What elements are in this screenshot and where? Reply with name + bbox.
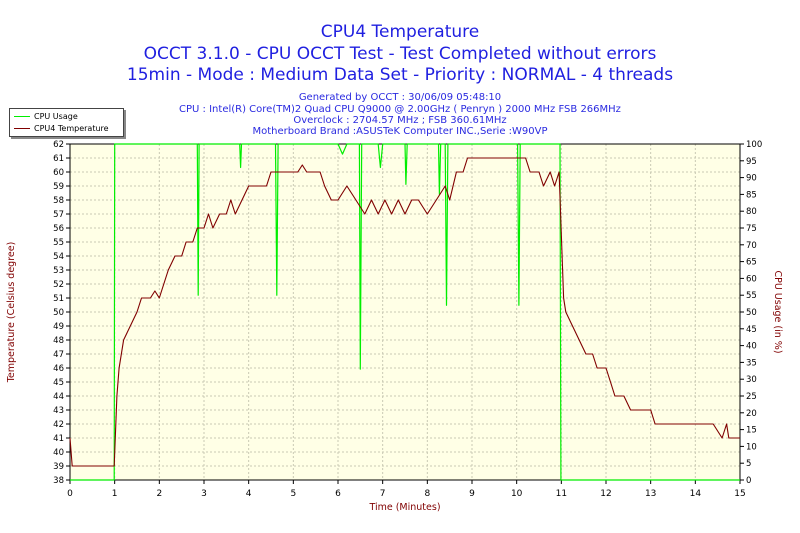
series-line-cpu4-temperature [69,157,740,467]
x-tick-label: 14 [690,489,702,499]
y-tick-label: 41 [53,434,64,444]
y-tick-label: 50 [53,308,64,318]
legend-label-cpu-usage: CPU Usage [34,111,78,121]
y2-tick-label: 45 [746,325,757,335]
y-tick-label: 46 [53,364,64,374]
y2-tick-label: 5 [746,459,751,469]
x-axis-label: Time (Minutes) [368,502,440,513]
y-tick-label: 61 [53,154,64,164]
x-tick-label: 7 [380,489,386,499]
chart-legend: CPU Usage CPU4 Temperature [9,108,124,137]
y2-tick-label: 90 [746,174,757,184]
info-generated: Generated by OCCT : 30/06/09 05:48:10 [298,92,502,103]
y-tick-label: 52 [53,280,64,290]
y-tick-label: 53 [53,266,64,276]
y-tick-label: 58 [53,196,64,206]
info-cpu: CPU : Intel(R) Core(TM)2 Quad CPU Q9000 … [179,104,621,115]
y2-tick-label: 10 [746,442,757,452]
info-motherboard: Motherboard Brand :ASUSTeK Computer INC.… [252,126,548,137]
x-tick-label: 10 [511,489,523,499]
legend-entry-cpu4-temperature: CPU4 Temperature [14,122,109,134]
y-tick-label: 40 [53,448,64,458]
y-tick-label: 57 [53,210,64,220]
legend-label-cpu4-temperature: CPU4 Temperature [34,123,109,133]
y-tick-label: 43 [53,406,64,416]
x-tick-label: 13 [645,489,656,499]
y2-tick-label: 55 [746,291,757,301]
y2-tick-label: 70 [746,241,757,251]
y2-axis-label: CPU Usage (in %) [772,270,783,353]
y2-tick-label: 35 [746,358,757,368]
y2-tick-label: 95 [746,157,757,167]
y2-tick-label: 20 [746,409,757,419]
y-tick-label: 48 [53,336,64,346]
x-tick-label: 9 [469,489,475,499]
y2-tick-label: 30 [746,375,757,385]
y-tick-label: 60 [53,168,64,178]
series-line-cpu-usage [70,143,740,481]
chart-subtitle-mode: 15min - Mode : Medium Data Set - Priorit… [126,65,674,85]
x-tick-label: 2 [156,489,162,499]
chart-title: CPU4 Temperature [320,22,480,42]
x-tick-label: 5 [290,489,296,499]
x-tick-label: 8 [424,489,430,499]
y2-tick-label: 75 [746,224,757,234]
y-tick-label: 44 [53,392,64,402]
y2-tick-label: 50 [746,308,757,318]
y-tick-label: 59 [53,182,64,192]
y-tick-label: 55 [53,238,64,248]
info-overclock: Overclock : 2704.57 MHz ; FSB 360.61MHz [293,115,507,126]
legend-entry-cpu-usage: CPU Usage [14,110,78,122]
y2-tick-label: 100 [746,140,762,150]
legend-swatch-cpu-usage [14,115,30,117]
x-tick-label: 11 [556,489,567,499]
y2-tick-label: 0 [746,476,751,486]
y2-tick-label: 65 [746,258,757,268]
y2-tick-label: 40 [746,342,757,352]
plot-area [70,144,740,480]
legend-swatch-cpu4-temperature [14,127,30,129]
x-tick-label: 3 [201,489,207,499]
chart-subtitle-test: OCCT 3.1.0 - CPU OCCT Test - Test Comple… [143,44,657,64]
y-tick-label: 42 [53,420,64,430]
y2-tick-label: 85 [746,190,757,200]
y-tick-label: 47 [53,350,64,360]
y-tick-label: 62 [53,140,64,150]
y2-tick-label: 15 [746,426,757,436]
x-tick-label: 4 [246,489,252,499]
y2-tick-label: 25 [746,392,757,402]
x-tick-label: 1 [112,489,118,499]
y-tick-label: 38 [53,476,64,486]
x-tick-label: 6 [335,489,341,499]
y-tick-label: 45 [53,378,64,388]
x-tick-label: 12 [600,489,611,499]
x-tick-label: 0 [67,489,73,499]
y-tick-label: 49 [53,322,64,332]
y-axis-label: Temperature (Celsius degree) [6,242,17,384]
y2-tick-label: 80 [746,207,757,217]
y-tick-label: 51 [53,294,64,304]
y-tick-label: 39 [53,462,64,472]
y-tick-label: 56 [53,224,64,234]
x-tick-label: 15 [734,489,745,499]
y2-tick-label: 60 [746,274,757,284]
y-tick-label: 54 [53,252,64,262]
